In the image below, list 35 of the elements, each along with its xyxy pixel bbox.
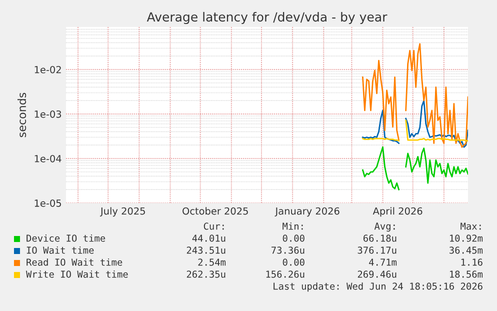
text: 243.51u	[186, 246, 226, 254]
text: 73.36u	[272, 246, 304, 254]
text: Cur:	[204, 222, 224, 230]
legend-label: Read IO Wait time	[26, 258, 122, 266]
y-tick-label: 1e-02	[34, 66, 61, 74]
text: 0.00	[282, 234, 304, 242]
x-tick-label: January 2026	[274, 207, 340, 217]
chart-title: Average latency for /dev/vda - by year	[146, 12, 388, 24]
text: 44.01u	[192, 234, 226, 242]
text: 36.45m	[450, 246, 483, 254]
legend-label: IO Wait time	[26, 246, 94, 254]
text: 269.46u	[358, 270, 396, 278]
text: 376.17u	[358, 246, 396, 254]
x-tick-label: April 2026	[372, 207, 422, 217]
y-tick-label: 1e-03	[34, 110, 62, 118]
text: 10.92m	[450, 234, 483, 242]
text: 262.35u	[186, 270, 226, 278]
text: 0.00	[282, 258, 304, 266]
text: 66.18u	[364, 234, 396, 242]
text: 4.71m	[369, 258, 397, 266]
x-tick-label: July 2025	[100, 207, 145, 217]
text: 18.56m	[450, 270, 483, 278]
text: Max:	[460, 222, 481, 230]
y-axis-title: seconds	[17, 92, 26, 138]
text: 2.54m	[198, 258, 226, 266]
y-tick-label: 1e-04	[34, 154, 62, 162]
text: Min:	[282, 222, 303, 230]
y-tick-label: 1e-05	[34, 199, 61, 207]
legend-label: Device IO time	[26, 234, 106, 242]
x-tick-label: October 2025	[182, 207, 248, 215]
text: 1.16	[461, 258, 482, 266]
text: Avg:	[374, 222, 395, 232]
text: 156.26u	[266, 270, 304, 278]
text: Last update: Wed Jun 24 18:05:16 2026	[274, 282, 482, 292]
legend-label: Write IO Wait time	[26, 270, 128, 278]
